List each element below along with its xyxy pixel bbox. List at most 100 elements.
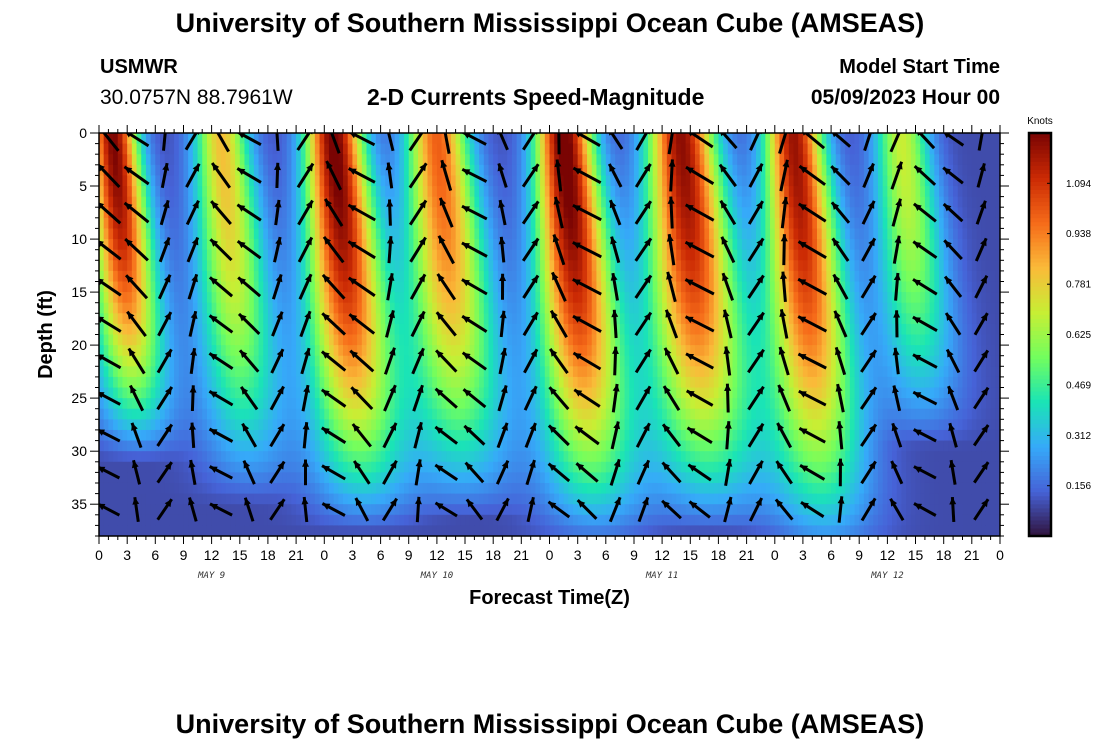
heatmap-cell <box>343 186 349 198</box>
heatmap-cell <box>347 472 353 484</box>
heatmap-cell <box>371 345 377 357</box>
heatmap-cell <box>530 451 537 463</box>
heatmap-cell <box>211 207 217 219</box>
heatmap-cell <box>666 504 673 516</box>
heatmap-cell <box>239 175 246 187</box>
heatmap-cell <box>225 525 231 536</box>
heatmap-cell <box>455 270 461 283</box>
heatmap-cell <box>460 302 466 314</box>
heatmap-cell <box>258 154 264 166</box>
heatmap-cell <box>366 196 372 208</box>
heatmap-cell <box>122 239 128 251</box>
heatmap-cell <box>108 334 114 346</box>
heatmap-cell <box>127 260 133 272</box>
heatmap-cell <box>610 281 616 293</box>
heatmap-cell <box>413 270 419 283</box>
heatmap-cell <box>535 207 541 219</box>
heatmap-cell <box>197 398 203 410</box>
heatmap-cell <box>516 281 522 293</box>
heatmap-cell <box>366 419 372 431</box>
heatmap-cell <box>188 196 194 208</box>
heatmap-cell <box>253 186 260 198</box>
heatmap-cell <box>596 207 602 219</box>
heatmap-cell <box>591 313 598 325</box>
heatmap-cell <box>591 175 598 187</box>
heatmap-cell <box>291 239 297 251</box>
heatmap-cell <box>113 355 119 367</box>
heatmap-cell <box>333 239 339 251</box>
heatmap-cell <box>469 164 476 177</box>
heatmap-cell <box>460 196 466 208</box>
heatmap-cell <box>648 207 654 219</box>
heatmap-cell <box>648 493 654 505</box>
heatmap-cell <box>648 429 654 442</box>
heatmap-cell <box>455 387 461 399</box>
heatmap-cell <box>446 482 452 495</box>
heatmap-cell <box>540 323 546 336</box>
heatmap-cell <box>174 504 180 516</box>
heatmap-cell <box>249 451 255 463</box>
heatmap-cell <box>497 525 504 536</box>
heatmap-cell <box>235 451 241 463</box>
heatmap-cell <box>197 493 203 505</box>
heatmap-cell <box>662 217 668 230</box>
heatmap-cell <box>357 493 363 505</box>
heatmap-cell <box>366 461 372 473</box>
heatmap-cell <box>361 419 368 431</box>
heatmap-cell <box>619 504 626 516</box>
heatmap-cell <box>235 429 241 442</box>
heatmap-cell <box>117 239 124 251</box>
heatmap-cell <box>591 260 598 272</box>
heatmap-cell <box>483 217 490 230</box>
heatmap-cell <box>249 313 255 325</box>
heatmap-cell <box>164 504 170 516</box>
heatmap-cell <box>413 355 419 367</box>
heatmap-cell <box>155 154 161 166</box>
heatmap-cell <box>526 376 532 389</box>
heatmap-cell <box>497 345 504 357</box>
heatmap-cell <box>183 514 189 526</box>
heatmap-cell <box>446 133 452 145</box>
heatmap-cell <box>244 525 250 536</box>
heatmap-cell <box>680 355 687 367</box>
heatmap-cell <box>375 429 382 442</box>
heatmap-cell <box>99 419 105 431</box>
heatmap-cell <box>436 323 443 336</box>
heatmap-cell <box>103 164 109 177</box>
heatmap-cell <box>249 143 255 155</box>
heatmap-cell <box>169 461 175 473</box>
heatmap-cell <box>141 345 147 357</box>
heatmap-cell <box>366 217 372 230</box>
heatmap-cell <box>263 366 269 378</box>
heatmap-cell <box>699 345 705 357</box>
heatmap-cell <box>343 419 349 431</box>
heatmap-cell <box>413 292 419 304</box>
heatmap-cell <box>188 376 194 389</box>
heatmap-cell <box>399 440 405 452</box>
heatmap-cell <box>127 217 133 230</box>
heatmap-cell <box>666 482 673 495</box>
heatmap-cell <box>601 143 607 155</box>
heatmap-cell <box>127 451 133 463</box>
heatmap-cell <box>474 270 480 283</box>
heatmap-cell <box>160 186 166 198</box>
heatmap-cell <box>601 249 607 261</box>
heatmap-cell <box>704 504 710 516</box>
heatmap-cell <box>253 260 260 272</box>
heatmap-cell <box>587 376 593 389</box>
heatmap-cell <box>160 228 166 240</box>
heatmap-cell <box>197 186 203 198</box>
heatmap-cell <box>183 345 189 357</box>
heatmap-cell <box>188 451 194 463</box>
heatmap-cell <box>479 196 485 208</box>
heatmap-cell <box>624 302 630 314</box>
heatmap-cell <box>601 482 607 495</box>
heatmap-cell <box>249 175 255 187</box>
heatmap-cell <box>150 440 156 452</box>
heatmap-cell <box>521 451 527 463</box>
heatmap-cell <box>526 408 532 420</box>
heatmap-cell <box>648 260 654 272</box>
heatmap-cell <box>558 514 565 526</box>
heatmap-cell <box>206 302 213 314</box>
heatmap-cell <box>493 334 499 346</box>
